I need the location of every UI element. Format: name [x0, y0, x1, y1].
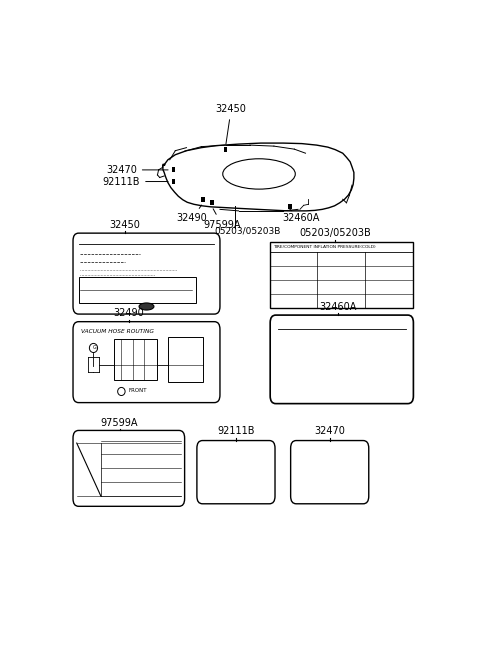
Bar: [202, 196, 205, 202]
Bar: [114, 340, 156, 380]
Text: TIRE/COMPONENT INFLATION PRESSURE(COLD): TIRE/COMPONENT INFLATION PRESSURE(COLD): [273, 245, 376, 249]
Bar: [172, 179, 175, 184]
Bar: [270, 242, 413, 307]
Text: 97599A: 97599A: [101, 418, 138, 428]
Text: 05203/05203B: 05203/05203B: [215, 226, 281, 235]
Bar: [168, 337, 203, 382]
Bar: [79, 277, 196, 303]
Text: 92111B: 92111B: [217, 426, 255, 436]
Text: 32460A: 32460A: [320, 302, 357, 311]
Text: 32490: 32490: [177, 205, 207, 223]
Text: 32470: 32470: [314, 426, 345, 436]
Ellipse shape: [139, 303, 154, 310]
Text: 92111B: 92111B: [103, 177, 168, 187]
Bar: [288, 204, 292, 209]
Text: 32450: 32450: [216, 104, 247, 144]
Bar: [172, 168, 175, 172]
Text: FRONT: FRONT: [128, 388, 146, 394]
Bar: [224, 147, 228, 152]
Text: 05203/05203B: 05203/05203B: [300, 228, 371, 238]
Bar: [210, 200, 214, 205]
Text: VACUUM HOSE ROUTING: VACUUM HOSE ROUTING: [81, 328, 154, 334]
Text: 32470: 32470: [106, 165, 168, 175]
Text: 32450: 32450: [109, 219, 141, 229]
Text: G: G: [92, 345, 96, 350]
Text: 32490: 32490: [113, 308, 144, 318]
Text: 97599A: 97599A: [203, 209, 240, 229]
Text: 32460A: 32460A: [282, 210, 320, 223]
